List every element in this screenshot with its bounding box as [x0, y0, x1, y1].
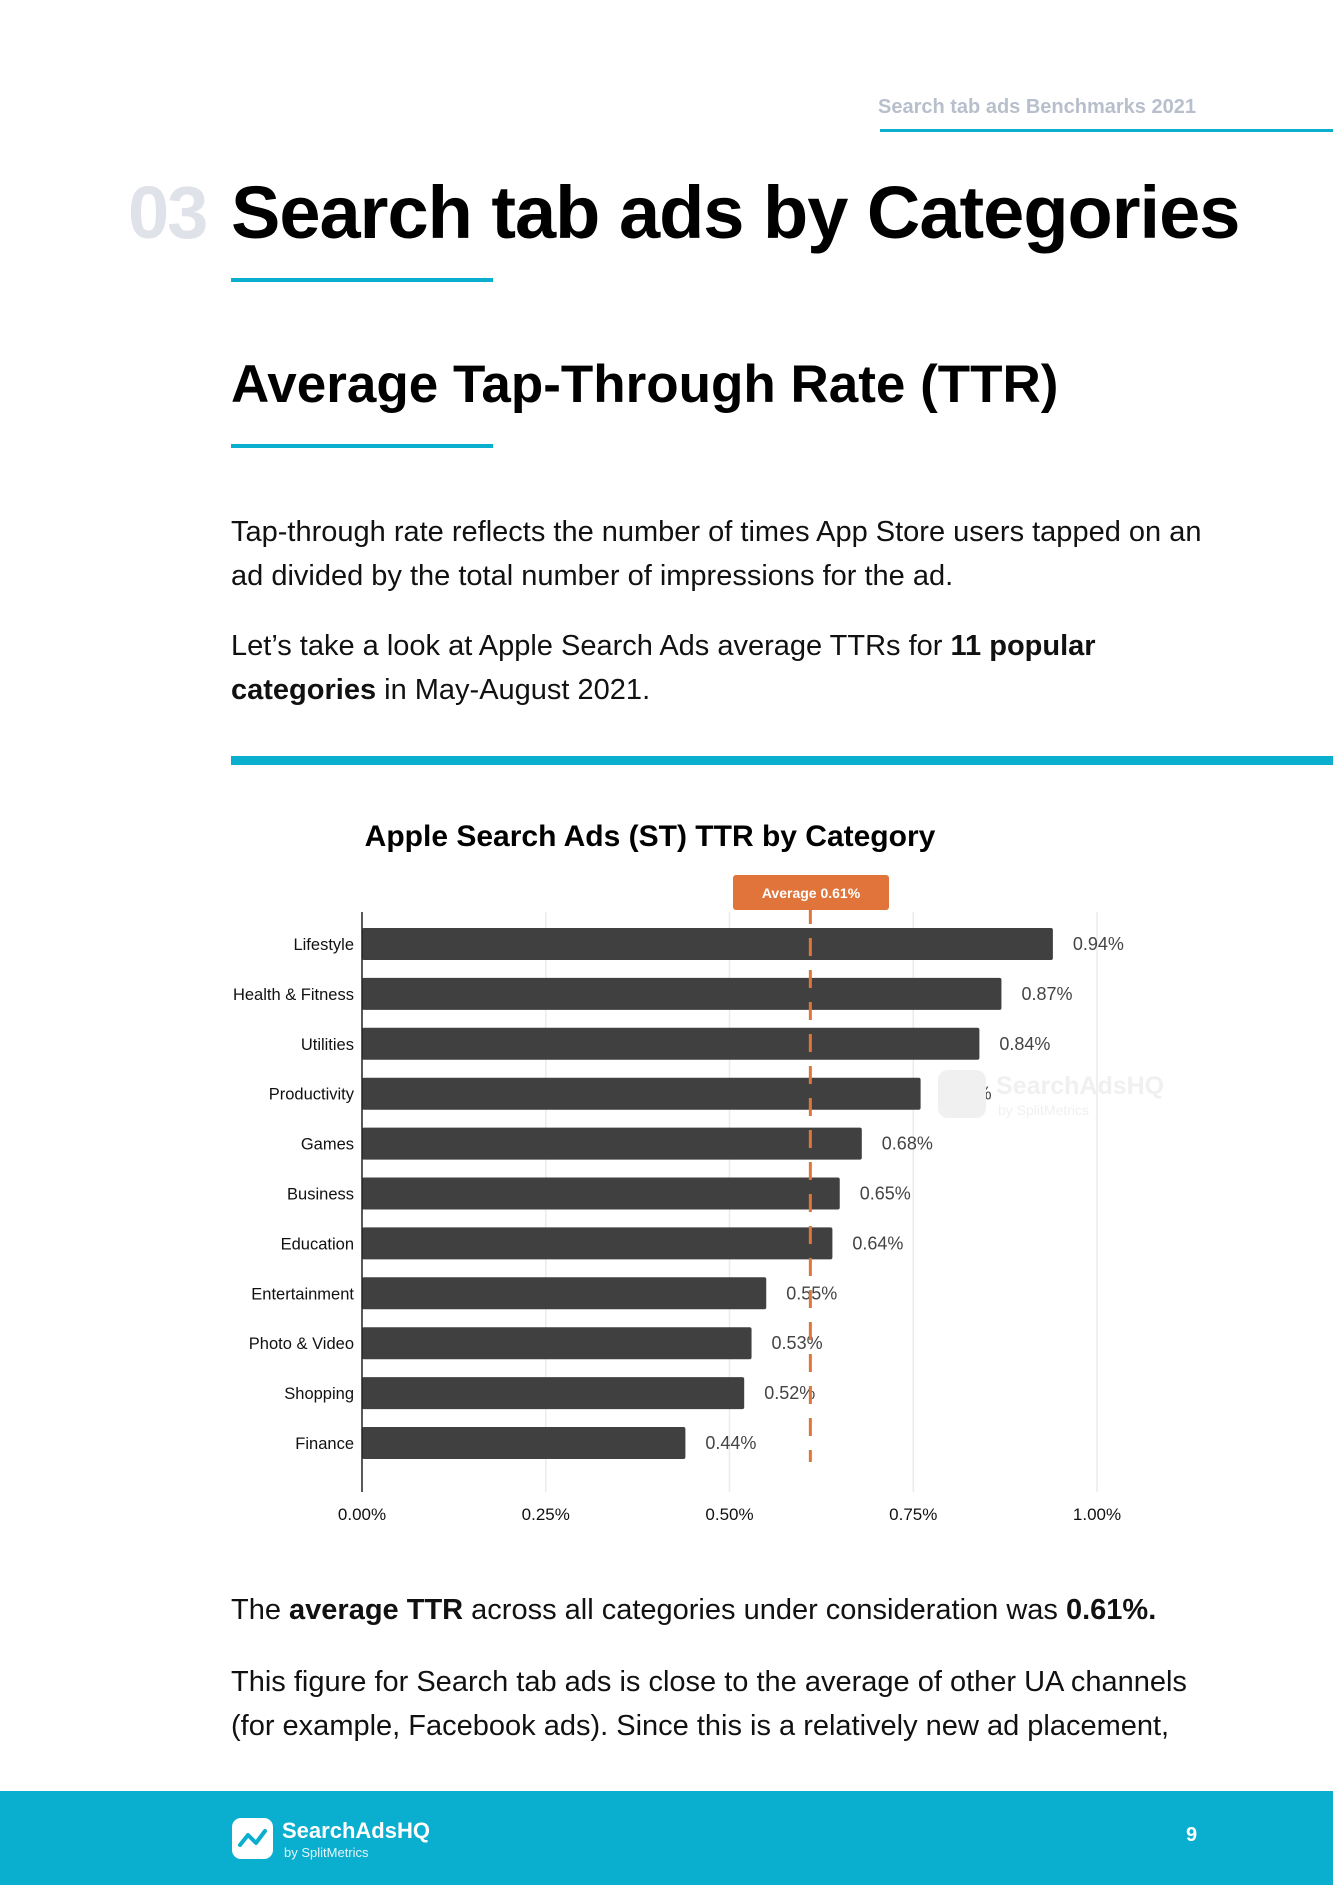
x-tick-label: 1.00%	[1073, 1505, 1121, 1524]
intro-paragraph-2: Let’s take a look at Apple Search Ads av…	[231, 624, 1131, 712]
x-tick-label: 0.75%	[889, 1505, 937, 1524]
footer-bar: SearchAdsHQ by SplitMetrics 9	[0, 1791, 1333, 1885]
value-label: 0.64%	[852, 1233, 903, 1253]
chart-title: Apple Search Ads (ST) TTR by Category	[365, 820, 936, 853]
average-badge	[733, 875, 889, 910]
value-label: 0.84%	[999, 1034, 1050, 1054]
category-label: Entertainment	[251, 1285, 354, 1303]
bar	[362, 1077, 921, 1110]
subsection-title: Average Tap-Through Rate (TTR)	[231, 355, 1059, 414]
intro-p2-text-after: in May-August 2021.	[376, 674, 651, 706]
category-label: Business	[287, 1186, 354, 1204]
intro-p2-bold: 11 popular categories	[231, 630, 1096, 706]
section-number: 03	[128, 171, 208, 254]
average-badge-label: Average 0.61%	[762, 885, 861, 901]
category-label: Finance	[295, 1435, 354, 1453]
summary-text-2: across all categories under consideratio…	[463, 1594, 1066, 1626]
intro-p2-text-before: Let’s take a look at Apple Search Ads av…	[231, 630, 951, 662]
bar	[362, 977, 1002, 1010]
category-label: Games	[301, 1136, 354, 1154]
section-title: Search tab ads by Categories	[231, 171, 1240, 254]
category-label: Utilities	[301, 1036, 354, 1054]
bar	[362, 1177, 840, 1210]
footer-brand-name: SearchAdsHQ	[282, 1818, 430, 1843]
bar	[362, 1127, 862, 1160]
category-label: Education	[281, 1235, 354, 1253]
summary-bold-2: 0.61%.	[1065, 1594, 1157, 1626]
section-title-underline	[231, 278, 493, 282]
running-header: Search tab ads Benchmarks 2021	[878, 96, 1196, 118]
summary-text-1: The	[231, 1594, 290, 1626]
bar	[362, 1427, 686, 1459]
page-number: 9	[1186, 1824, 1198, 1846]
x-tick-label: 0.00%	[338, 1505, 386, 1524]
ttr-bar-chart: Apple Search Ads (ST) TTR by Category 0.0…	[233, 820, 1164, 1524]
category-label: Shopping	[284, 1385, 354, 1403]
bar	[362, 1227, 833, 1260]
x-tick-label: 0.50%	[705, 1505, 753, 1524]
value-label: 0.44%	[705, 1433, 756, 1453]
category-label: Health & Fitness	[233, 986, 354, 1004]
watermark-logo-icon	[938, 1070, 986, 1118]
footer-brand-sub: by SplitMetrics	[284, 1845, 369, 1860]
summary-paragraph-1: The average TTR across all categories un…	[231, 1588, 1231, 1632]
watermark-name: SearchAdsHQ	[996, 1072, 1164, 1100]
value-label: 0.68%	[882, 1134, 933, 1154]
value-label: 0.94%	[1073, 934, 1124, 954]
value-label: 0.53%	[772, 1333, 823, 1353]
x-tick-label: 0.25%	[522, 1505, 570, 1524]
value-label: 0.65%	[860, 1184, 911, 1204]
summary-bold-1: average TTR	[289, 1594, 464, 1626]
bar	[362, 1327, 752, 1360]
category-label: Photo & Video	[249, 1335, 354, 1353]
chart-top-rule	[231, 756, 1333, 765]
running-header-rule	[880, 129, 1333, 132]
value-label: 0.52%	[764, 1383, 815, 1403]
category-label: Lifestyle	[293, 936, 354, 954]
bar	[362, 928, 1053, 960]
brand-logo-icon	[232, 1818, 273, 1859]
subsection-title-underline	[231, 444, 493, 448]
intro-paragraph-1: Tap-through rate reflects the number of …	[231, 516, 1202, 592]
watermark-sub: by SplitMetrics	[998, 1102, 1089, 1118]
bar	[362, 1377, 745, 1410]
bar	[362, 1277, 767, 1310]
summary-paragraph-2: This figure for Search tab ads is close …	[231, 1666, 1187, 1742]
value-label: 0.87%	[1021, 984, 1072, 1004]
bar	[362, 1027, 980, 1060]
category-label: Productivity	[269, 1086, 355, 1104]
